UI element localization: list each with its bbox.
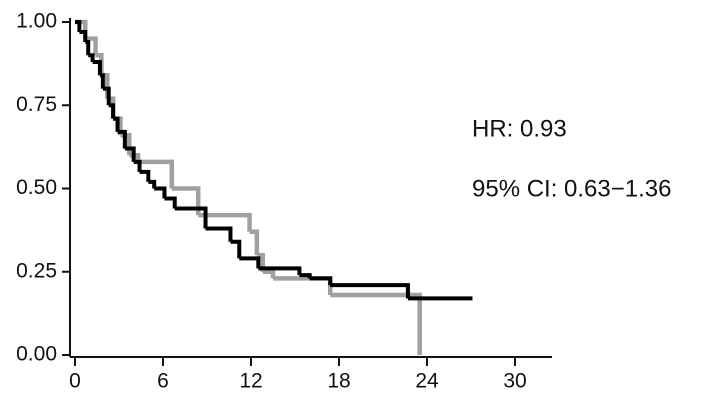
survival-step: [99, 73, 105, 89]
survival-step: [262, 269, 276, 279]
confidence-interval: 95% CI: 0.63−1.36: [472, 175, 671, 202]
survival-step: [148, 179, 157, 189]
survival-step: [256, 252, 265, 272]
x-tick-label: 30: [503, 370, 526, 393]
survival-step: [171, 186, 201, 216]
hazard-ratio: HR: 0.93: [472, 115, 567, 142]
survival-step: [85, 36, 98, 56]
survival-step: [230, 239, 242, 259]
x-tick-label: 24: [415, 370, 439, 393]
y-tick-label: 0.00: [16, 343, 57, 366]
survival-step: [75, 20, 82, 32]
survival-step: [239, 256, 261, 269]
survival-step: [113, 116, 120, 132]
survival-step: [174, 206, 208, 229]
survival-step: [258, 266, 302, 276]
y-tick-label: 1.00: [16, 10, 57, 33]
survival-step: [139, 169, 151, 182]
survival-step: [92, 59, 102, 76]
survival-step: [330, 283, 410, 299]
survival-step: [164, 196, 177, 209]
survival-step: [108, 103, 116, 119]
x-tick-label: 18: [327, 370, 350, 393]
survival-step: [273, 276, 333, 296]
y-tick-label: 0.75: [16, 93, 57, 116]
survival-step: [249, 229, 260, 256]
survival-step: [124, 146, 136, 162]
survival-step: [330, 292, 422, 355]
survival-step: [117, 129, 127, 149]
survival-step: [154, 186, 167, 199]
x-tick-label: 12: [239, 370, 262, 393]
survival-step: [102, 86, 111, 106]
x-tick-label: 0: [69, 370, 81, 393]
survival-step: [133, 159, 142, 172]
survival-step: [198, 212, 252, 232]
survival-step: [138, 159, 175, 189]
survival-step: [309, 276, 333, 286]
survival-step: [205, 226, 233, 242]
survival-step: [88, 53, 95, 62]
survival-step: [85, 39, 91, 56]
x-tick-label: 6: [157, 370, 169, 393]
survival-step: [79, 29, 88, 42]
y-tick-label: 0.25: [16, 259, 57, 282]
y-tick-label: 0.50: [16, 176, 57, 199]
